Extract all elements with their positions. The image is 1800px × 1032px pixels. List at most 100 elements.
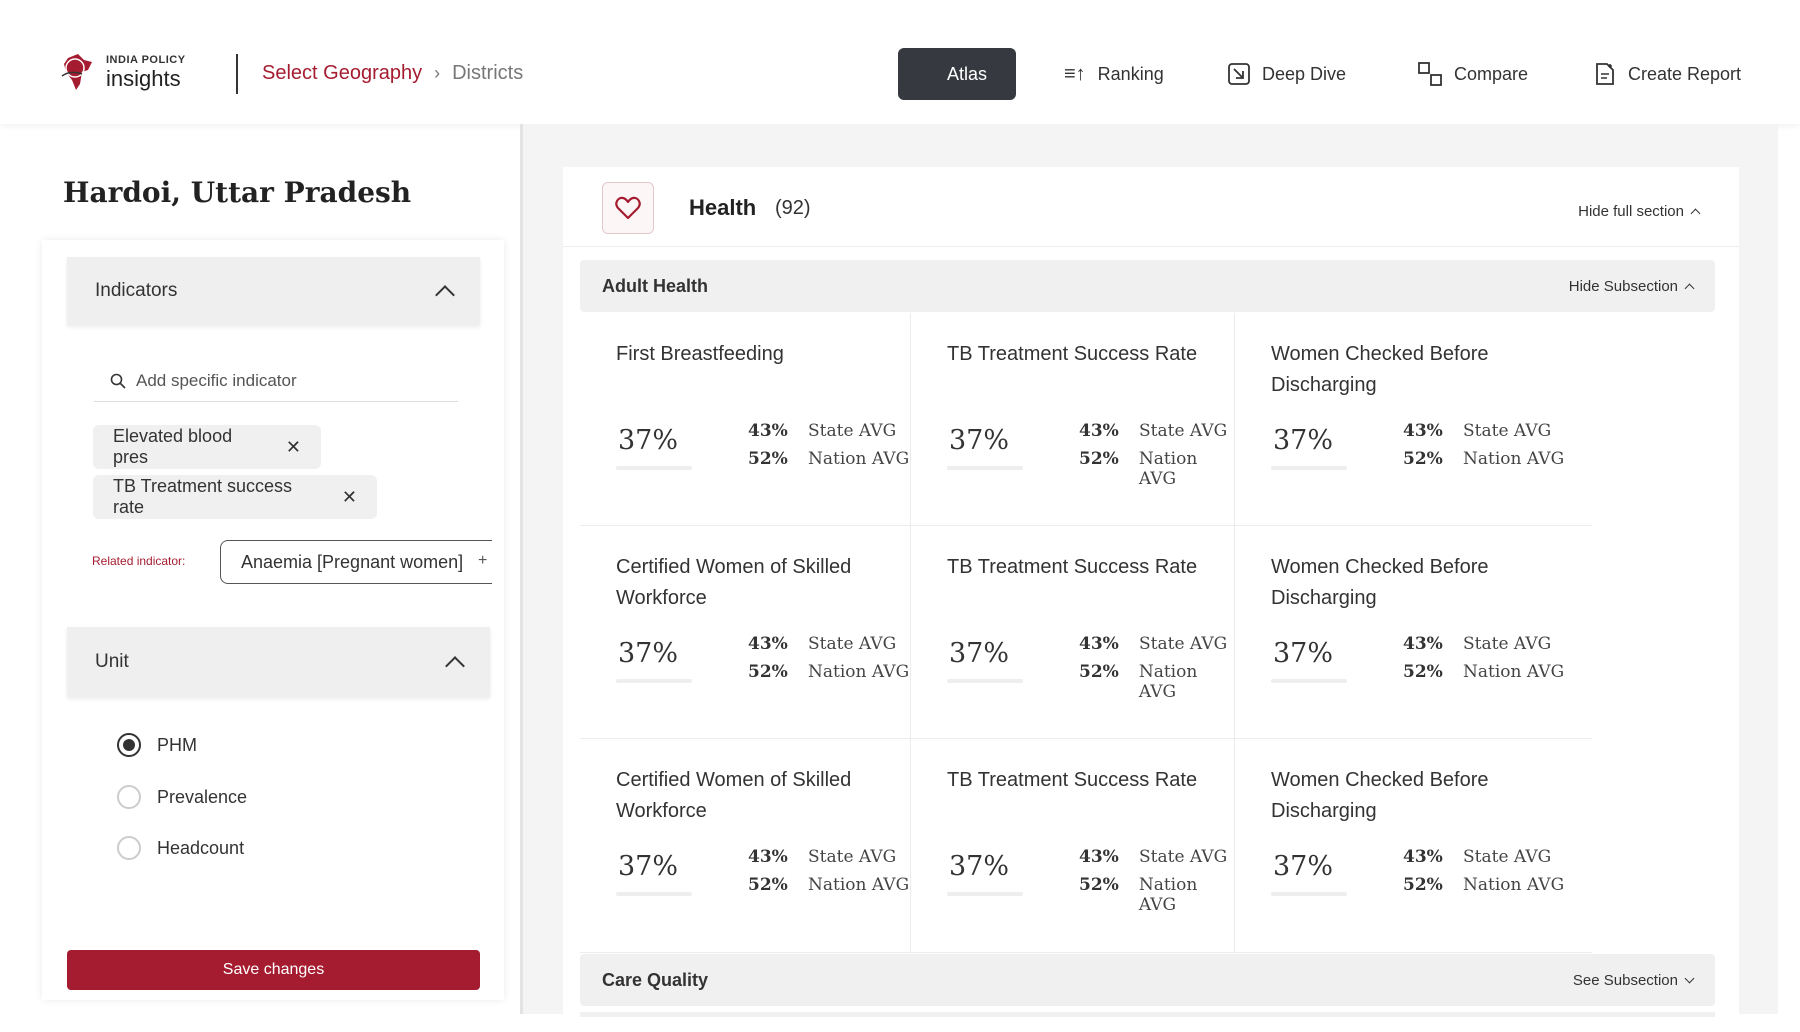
- state-average-value: 43%: [748, 421, 788, 441]
- unit-radio-headcount[interactable]: Headcount: [117, 836, 244, 860]
- indicator-card[interactable]: Women Checked Before Discharging 37% 43% St…: [1235, 739, 1592, 953]
- indicator-value: 37%: [618, 425, 679, 456]
- indicator-value-underline: [947, 892, 1023, 896]
- nav-compare-label: Compare: [1454, 63, 1529, 84]
- related-indicator-chip[interactable]: Anaemia [Pregnant women]: [220, 540, 492, 584]
- indicator-title: Women Checked Before Discharging: [1271, 769, 1489, 822]
- close-icon[interactable]: ✕: [285, 436, 301, 457]
- subsection-header-care-quality: Care Quality See Subsection: [580, 954, 1715, 1006]
- chevron-up-icon: [435, 285, 455, 305]
- indicator-card[interactable]: TB Treatment Success Rate 37% 43% State AVG…: [911, 313, 1235, 526]
- nation-average-value: 52%: [748, 662, 788, 682]
- state-average-label: State AVG: [1463, 634, 1552, 654]
- section-title: Health: [689, 195, 757, 220]
- radio-label: PHM: [157, 734, 197, 755]
- nation-average-label: Nation AVG: [1138, 875, 1198, 915]
- header-divider: [236, 54, 238, 94]
- nav-compare-button[interactable]: Compare: [1418, 48, 1528, 100]
- close-icon[interactable]: ✕: [341, 486, 357, 507]
- indicator-title: Women Checked Before Discharging: [1271, 556, 1489, 609]
- indicator-card[interactable]: Certified Women of Skilled Workforce 37% 4…: [580, 739, 911, 953]
- panel-divider: [520, 124, 523, 1014]
- hide-subsection-label: Hide Subsection: [1568, 277, 1678, 295]
- nation-average-value: 52%: [1079, 875, 1119, 895]
- save-changes-button[interactable]: Save changes: [67, 950, 480, 990]
- top-header: INDIA POLICY insights Select Geography ›…: [0, 0, 1800, 124]
- breadcrumb: Select Geography › Districts: [262, 62, 523, 85]
- nation-average-row: 52% Nation AVG: [1403, 662, 1564, 682]
- state-average-value: 43%: [1403, 421, 1443, 441]
- nav-deep-dive-label: Deep Dive: [1262, 63, 1347, 84]
- state-average-row: 43% State AVG: [748, 421, 896, 441]
- indicator-chip: Elevated blood pres ✕: [93, 425, 321, 469]
- compare-icon: [1418, 62, 1442, 86]
- breadcrumb-districts[interactable]: Districts: [452, 62, 524, 84]
- indicator-search-input[interactable]: Add specific indicator: [94, 360, 458, 402]
- hide-full-section-button[interactable]: Hide full section: [1578, 203, 1701, 220]
- chip-label: Elevated blood pres: [113, 426, 233, 467]
- nation-average-value: 52%: [748, 449, 788, 469]
- nation-average-row: 52% Nation AVG: [1079, 662, 1234, 702]
- state-average-value: 43%: [1403, 634, 1443, 654]
- chip-label: TB Treatment success rate: [113, 476, 293, 517]
- india-map-logo-icon: [61, 54, 92, 90]
- indicator-value-underline: [947, 679, 1023, 683]
- indicator-value-underline: [616, 679, 692, 683]
- deep-dive-icon: [1228, 63, 1250, 85]
- nation-average-row: 52% Nation AVG: [1403, 875, 1564, 895]
- hide-full-section-label: Hide full section: [1578, 203, 1684, 220]
- nation-average-row: 52% Nation AVG: [1403, 449, 1564, 469]
- nation-average-value: 52%: [748, 875, 788, 895]
- state-average-row: 43% State AVG: [748, 634, 896, 654]
- state-average-label: State AVG: [1139, 847, 1228, 867]
- add-icon[interactable]: +: [478, 552, 488, 569]
- indicator-value-underline: [1271, 892, 1347, 896]
- see-subsection-label: See Subsection: [1572, 971, 1678, 989]
- related-indicator-value: Anaemia [Pregnant women]: [241, 551, 464, 572]
- state-average-row: 43% State AVG: [1403, 634, 1551, 654]
- indicator-value: 37%: [618, 851, 679, 882]
- state-average-value: 43%: [748, 847, 788, 867]
- indicator-card[interactable]: Certified Women of Skilled Workforce 37% 4…: [580, 526, 911, 739]
- nation-average-label: Nation AVG: [808, 662, 910, 682]
- unit-accordion-header[interactable]: Unit: [67, 627, 490, 697]
- see-subsection-button[interactable]: See Subsection: [1572, 971, 1695, 989]
- state-average-label: State AVG: [1139, 634, 1228, 654]
- indicator-title: Certified Women of Skilled Workforce: [616, 556, 852, 609]
- logo[interactable]: INDIA POLICY insights: [58, 50, 186, 94]
- indicator-card[interactable]: TB Treatment Success Rate 37% 43% State AVG…: [911, 526, 1235, 739]
- indicator-value: 37%: [949, 425, 1010, 456]
- unit-radio-prevalence[interactable]: Prevalence: [117, 785, 247, 809]
- breadcrumb-select-geography[interactable]: Select Geography: [262, 62, 423, 84]
- indicator-card[interactable]: First Breastfeeding 37% 43% State AVG 52% Nat…: [580, 313, 911, 526]
- hide-subsection-button[interactable]: Hide Subsection: [1568, 277, 1695, 295]
- section-count: (92): [775, 197, 811, 219]
- chevron-down-icon: [1684, 973, 1695, 984]
- nation-average-row: 52% Nation AVG: [748, 875, 909, 895]
- indicator-value-underline: [616, 466, 692, 470]
- chevron-up-icon: [1690, 208, 1701, 219]
- chevron-up-icon: [1684, 283, 1695, 293]
- nav-create-report-button[interactable]: Create Report: [1594, 48, 1741, 100]
- logo-big-text: insights: [106, 65, 181, 91]
- nav-atlas-button[interactable]: Atlas: [898, 48, 1016, 100]
- nav-deep-dive-button[interactable]: Deep Dive: [1228, 48, 1346, 100]
- state-average-label: State AVG: [1139, 421, 1228, 441]
- nav-create-report-label: Create Report: [1628, 63, 1742, 84]
- state-average-label: State AVG: [1463, 421, 1552, 441]
- indicator-card[interactable]: Women Checked Before Discharging 37% 43% St…: [1235, 526, 1592, 739]
- indicator-chip: TB Treatment success rate ✕: [93, 475, 377, 519]
- indicator-value: 37%: [1273, 638, 1334, 669]
- indicator-card[interactable]: Women Checked Before Discharging 37% 43% St…: [1235, 313, 1592, 526]
- unit-radio-phm[interactable]: PHM: [117, 733, 197, 757]
- ranking-icon: ≡↑: [1064, 62, 1086, 85]
- nav-ranking-button[interactable]: ≡↑ Ranking: [1064, 48, 1164, 100]
- indicators-accordion-header[interactable]: Indicators: [67, 257, 480, 325]
- indicators-label: Indicators: [95, 280, 178, 301]
- create-report-icon: [1596, 63, 1614, 85]
- indicator-card[interactable]: TB Treatment Success Rate 37% 43% State AVG…: [911, 739, 1235, 953]
- nation-average-label: Nation AVG: [1463, 875, 1565, 895]
- nation-average-value: 52%: [1403, 875, 1443, 895]
- nation-average-value: 52%: [1403, 662, 1443, 682]
